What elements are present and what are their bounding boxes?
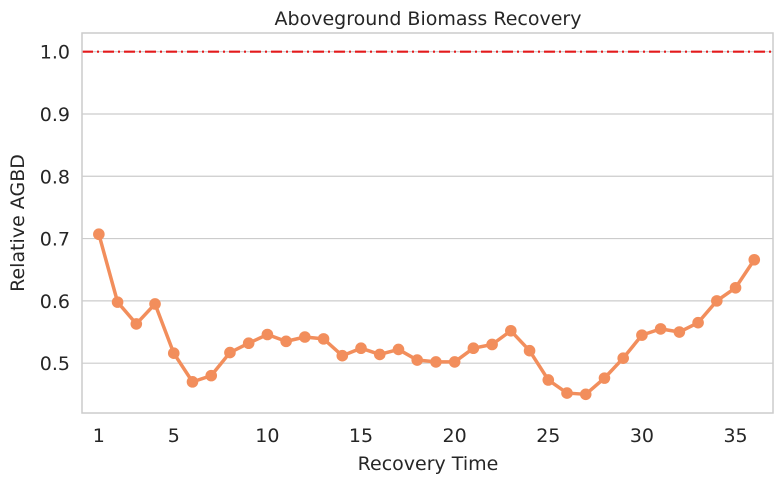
y-tick-label: 0.9 [40,104,70,126]
data-point [261,328,274,341]
data-point [654,323,667,335]
data-point [467,342,480,355]
x-tick-label: 1 [93,425,105,447]
data-point [336,349,349,362]
data-point [617,352,629,364]
data-point [411,354,424,366]
data-point [242,337,255,350]
series-line [97,232,757,397]
data-point [579,388,592,401]
x-tick-label: 15 [349,425,373,447]
y-axis-label: Relative AGBD [7,154,29,292]
data-point [561,387,573,399]
data-point [373,348,386,361]
data-point [542,374,555,386]
data-point [130,318,143,330]
data-point [748,253,761,266]
y-tick-label: 1.0 [40,42,70,64]
y-axis-ticks: 0.5 0.6 0.7 0.8 0.9 1.0 [40,42,70,375]
x-axis-ticks: 1 5 10 15 20 25 30 35 [93,425,748,447]
data-point [486,338,498,351]
data-point [430,356,442,368]
plot-frame [81,32,774,414]
y-tick-label: 0.5 [40,353,70,375]
x-tick-label: 25 [536,425,560,447]
x-tick-label: 35 [723,425,747,447]
data-point [93,228,105,241]
y-tick-label: 0.8 [40,166,70,188]
data-point [598,372,611,384]
y-tick-label: 0.7 [40,229,70,251]
x-tick-label: 30 [630,425,654,447]
data-point [280,335,292,348]
data-point [355,342,367,355]
data-point [729,281,742,294]
y-tick-label: 0.6 [40,291,70,313]
x-tick-label: 5 [168,425,180,447]
x-axis-label: Recovery Time [358,453,499,475]
x-tick-label: 10 [255,425,279,447]
grid [82,51,773,364]
data-point [317,333,330,345]
data-point [299,331,311,343]
x-tick-label: 20 [443,425,467,447]
data-point [167,347,180,359]
data-point [505,324,517,337]
data-point [224,346,236,359]
data-point [673,326,686,338]
data-point [205,369,218,382]
data-point [692,316,704,329]
data-point [111,296,124,308]
data-point [149,298,161,310]
data-point [186,376,199,388]
data-point [636,329,648,341]
data-point [392,343,405,356]
data-point [448,356,461,368]
series-group [93,228,761,401]
data-point [711,295,723,307]
data-point [523,344,536,357]
chart-title: Aboveground Biomass Recovery [275,8,582,30]
